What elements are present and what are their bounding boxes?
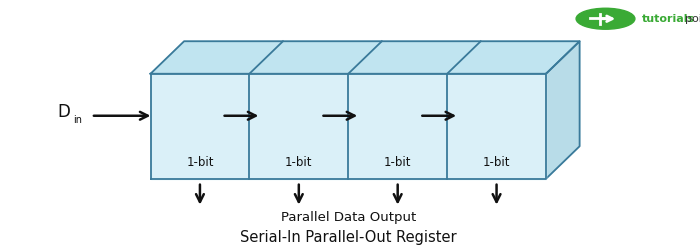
Text: D: D	[57, 103, 70, 121]
Circle shape	[576, 8, 635, 29]
Text: 1-bit: 1-bit	[384, 156, 412, 169]
Text: 1-bit: 1-bit	[483, 156, 510, 169]
Text: Parallel Data Output: Parallel Data Output	[281, 211, 416, 224]
Text: Serial-In Parallel-Out Register: Serial-In Parallel-Out Register	[240, 230, 456, 245]
Text: tutorials: tutorials	[642, 14, 695, 24]
Text: 1-bit: 1-bit	[285, 156, 313, 169]
Polygon shape	[150, 74, 546, 179]
Text: in: in	[74, 114, 83, 124]
Text: 1-bit: 1-bit	[186, 156, 214, 169]
Polygon shape	[150, 41, 580, 74]
Polygon shape	[546, 41, 580, 179]
Text: point: point	[685, 14, 700, 24]
